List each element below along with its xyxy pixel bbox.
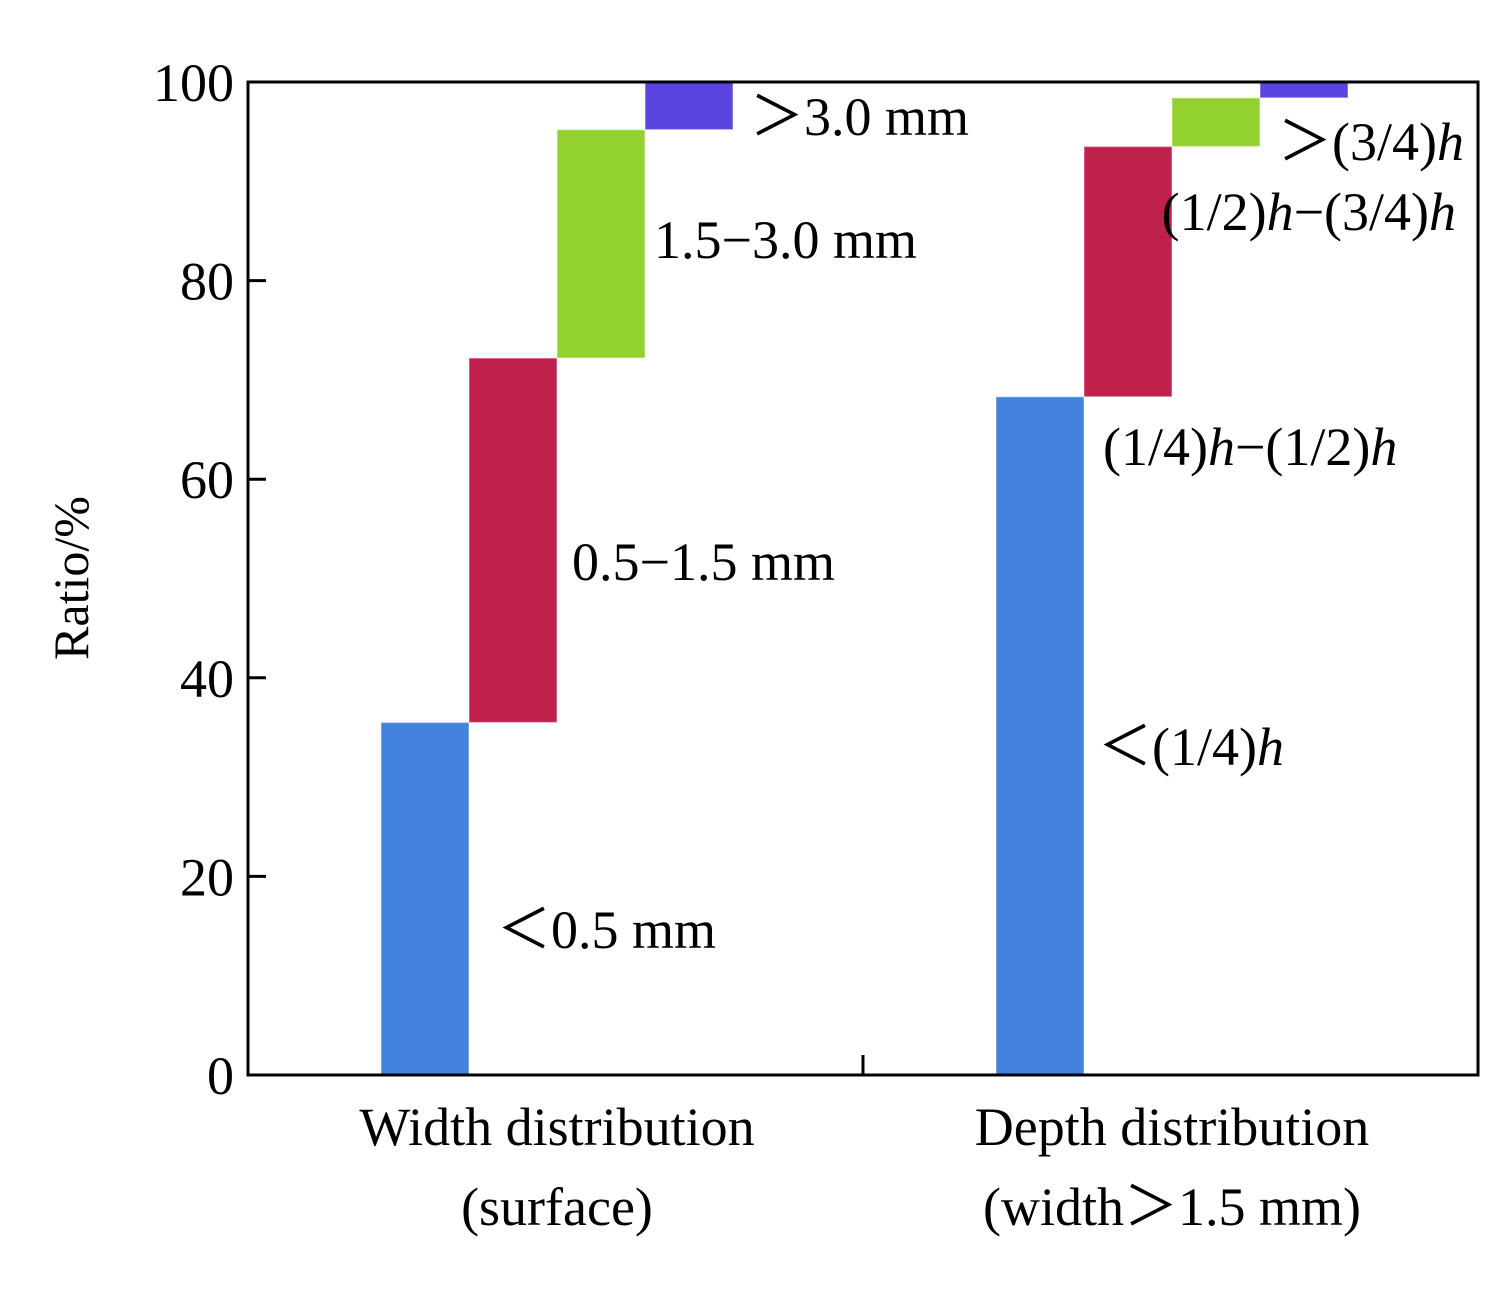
y-tick-label: 20 [180,847,234,907]
bar-segment [1259,81,1349,99]
bar-segment [1083,145,1173,398]
segment-label: (1/2)h−(3/4)h [1162,182,1456,242]
x-category-label: (width＞1.5 mm) [983,1177,1361,1237]
y-tick-label: 60 [180,450,234,510]
bar-segment [380,721,470,1076]
y-tick-label: 40 [180,649,234,709]
segment-label: (1/4)h−(1/2)h [1103,417,1397,477]
segment-label: 1.5−3.0 mm [654,210,917,270]
y-tick-label: 0 [207,1046,234,1106]
bar-segment [644,81,734,131]
segment-label: ＞3.0 mm [750,87,969,147]
x-category-label: Width distribution [359,1097,754,1157]
bar-segment [995,396,1085,1076]
segment-label: ＜0.5 mm [497,900,716,960]
x-category-label: Depth distribution [975,1097,1369,1157]
y-axis-label: Ratio/% [43,496,99,660]
bar-segment [1171,97,1261,148]
y-tick-label: 80 [180,252,234,312]
segment-label: 0.5−1.5 mm [572,532,835,592]
bar-segment [556,128,646,359]
y-tick-label: 100 [153,53,234,113]
x-category-label: (surface) [461,1177,653,1237]
segment-label: ＜(1/4)h [1098,717,1284,777]
axis-layer: 0 20 40 60 80 100 ＜0.5 mm 0.5−1.5 mm 1.5−3.0 mm ＞… [153,53,1464,1237]
bar-segment [468,357,558,724]
bars-layer [380,81,1349,1076]
segment-label: ＞(3/4)h [1278,112,1464,172]
